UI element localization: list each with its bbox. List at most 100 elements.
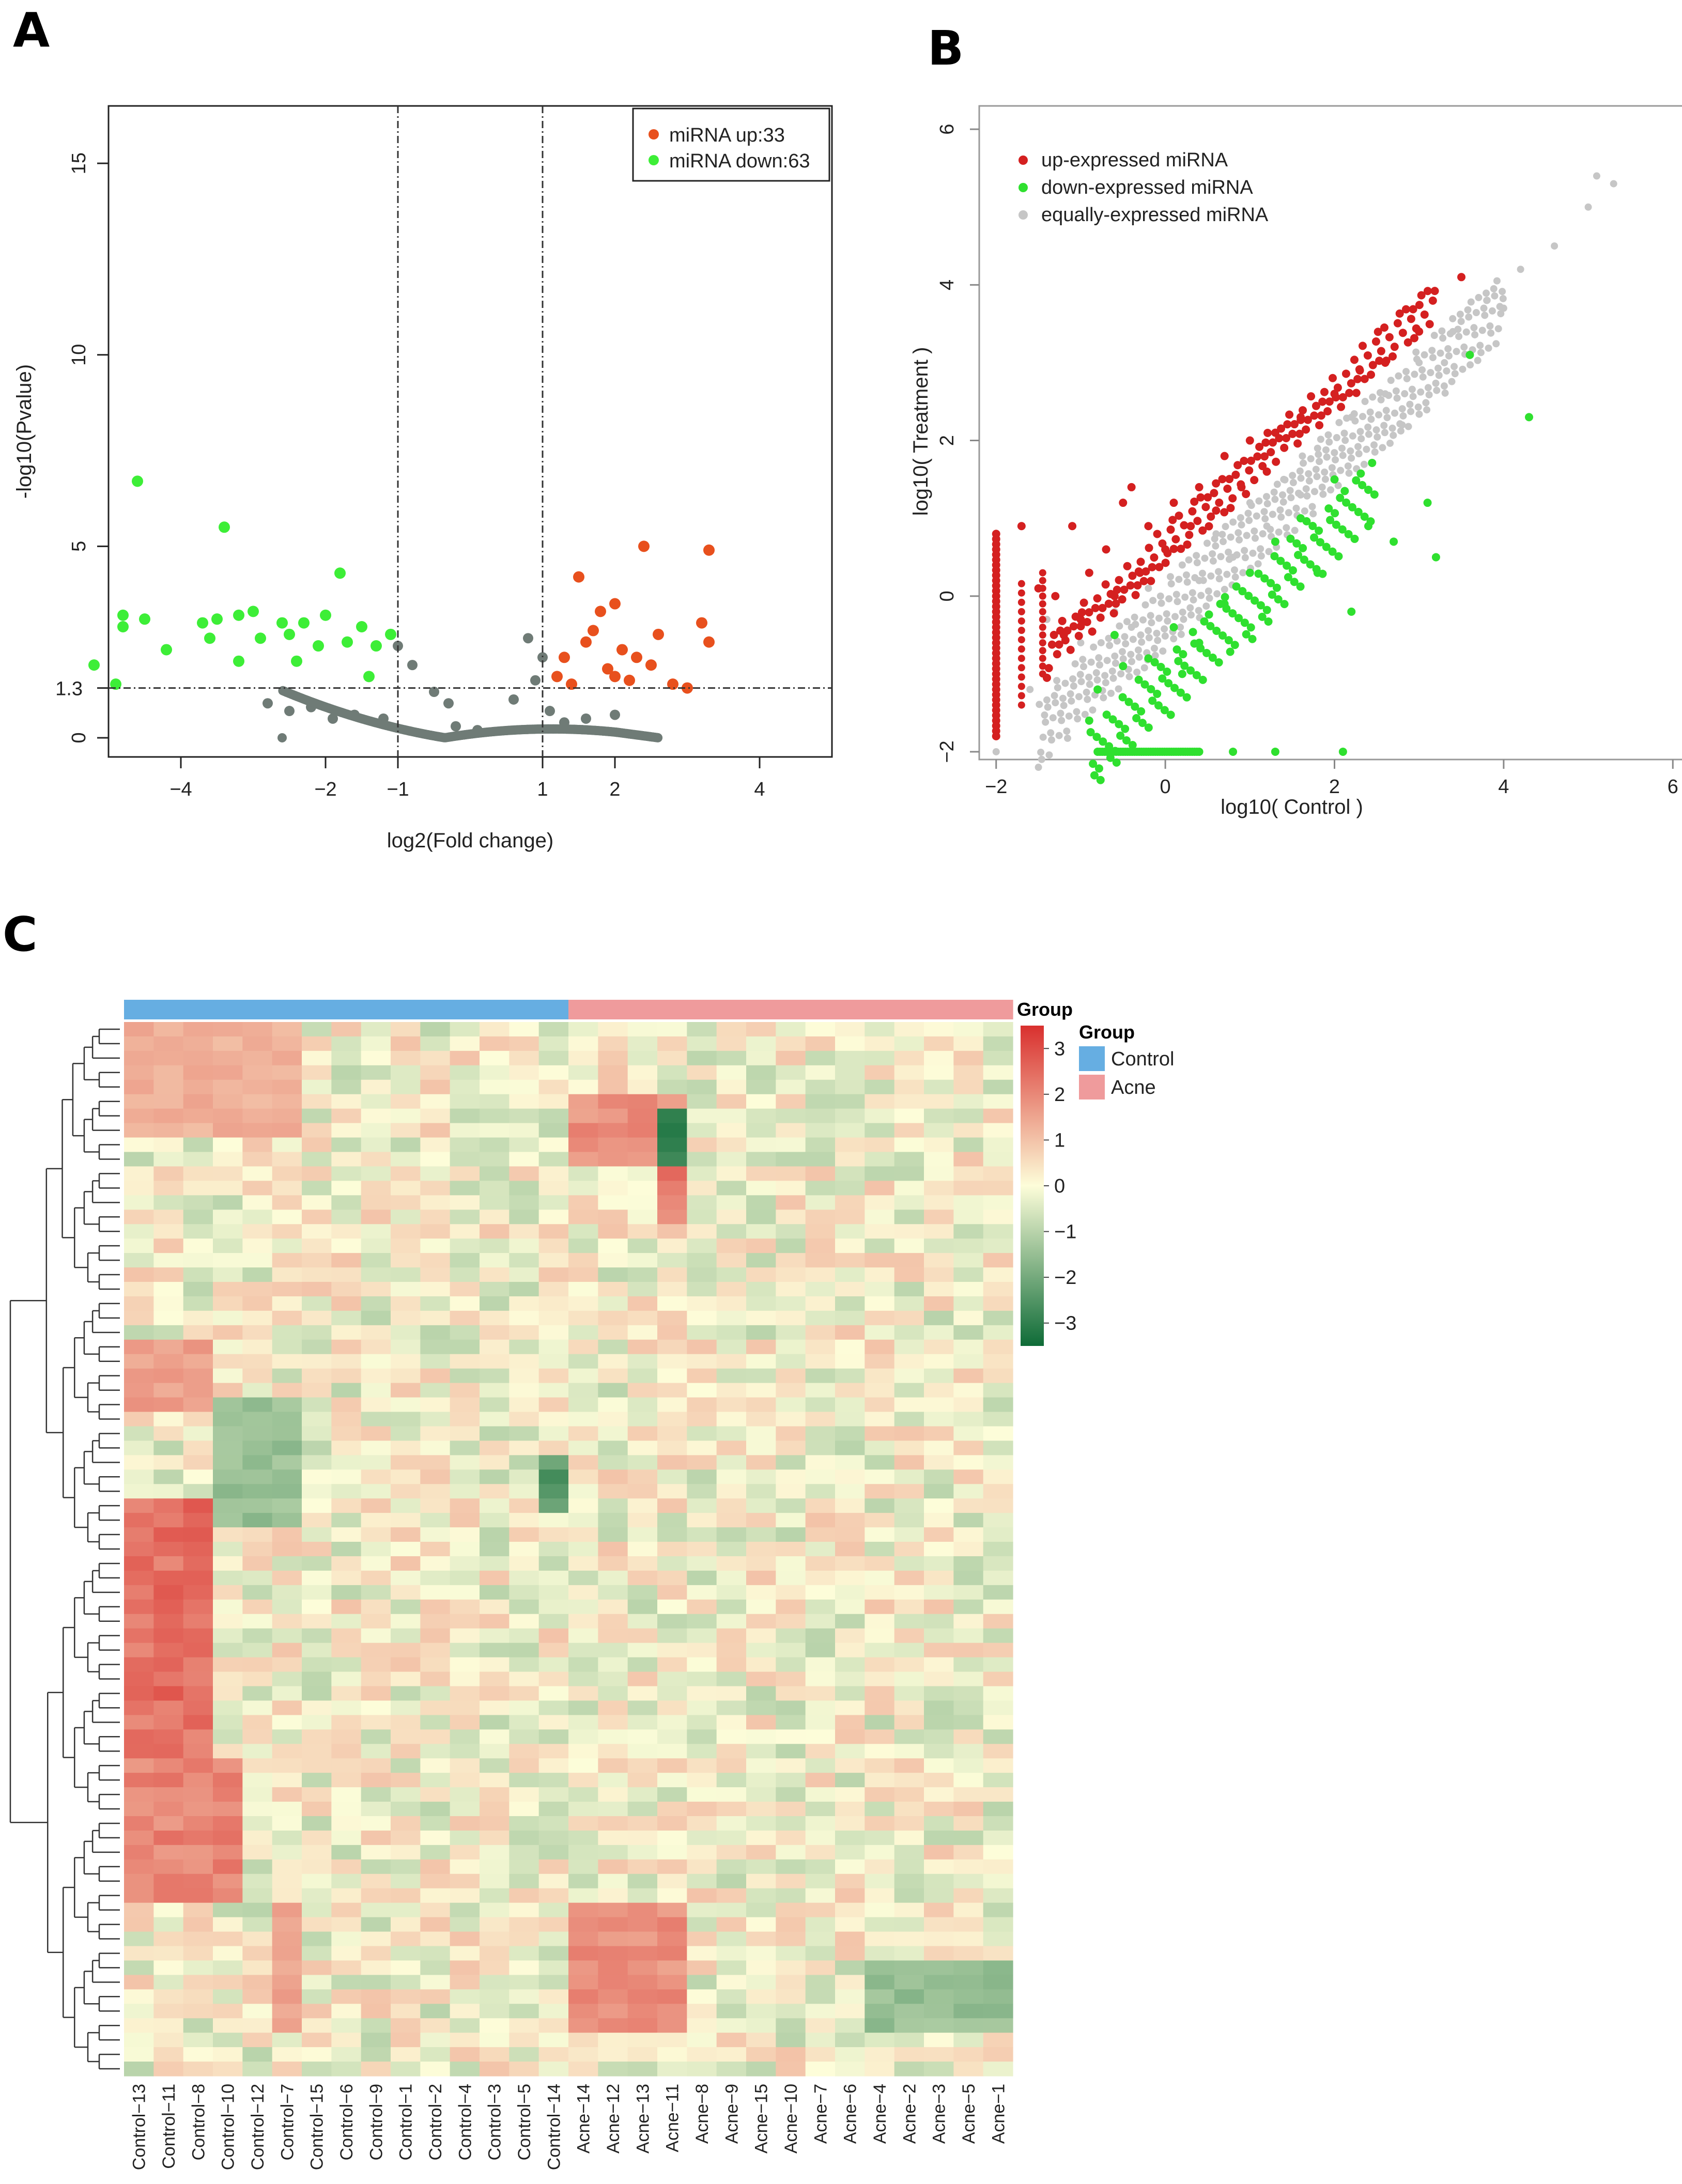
heatmap-cell [391,1513,421,1528]
heatmap-cell [153,1960,184,1975]
heatmap-cell [480,1108,510,1124]
scatter-point-equal [1241,554,1249,562]
volcano-point-up [588,625,599,637]
heatmap-cell [213,1888,243,1903]
heatmap-cell [450,1946,480,1961]
heatmap-cell [302,1628,332,1644]
scatter-point-up [1131,591,1140,599]
scatter-point-up [1188,507,1197,516]
heatmap-cell [865,1383,895,1398]
heatmap-cell [302,1368,332,1384]
heatmap-cell [420,1282,451,1297]
heatmap-cell [657,1628,687,1644]
scatter-point-up [1245,436,1254,445]
heatmap-cell [687,1397,717,1413]
heatmap-cell [391,1354,421,1369]
heatmap-cell [865,1368,895,1384]
column-label: Control−3 [485,2084,505,2160]
heatmap-cell [776,1989,806,2004]
heatmap-cell [183,1210,213,1225]
heatmap-cell [153,1224,184,1239]
heatmap-cell [776,1397,806,1413]
heatmap-cell [480,1585,510,1600]
scatter-point-equal [1118,648,1126,656]
heatmap-cell [657,1368,687,1384]
heatmap-cell [983,1614,1013,1629]
heatmap-cell [568,2033,598,2048]
scatter-point-up [1295,429,1304,438]
scatter-point-equal [1235,529,1242,537]
heatmap-cell [776,1383,806,1398]
heatmap-cell [213,1643,243,1658]
heatmap-cell [213,1845,243,1860]
heatmap-cell [420,1570,451,1586]
heatmap-cell [361,1238,391,1253]
heatmap-cell [331,1802,362,1817]
heatmap-cell [272,1339,302,1355]
volcano-point-ns [545,706,555,717]
heatmap-cell [924,1888,954,1903]
scatter-point-down [1288,566,1297,575]
volcano-point-down [313,640,324,652]
scatter-point-down [1272,583,1281,592]
heatmap-cell [124,1729,154,1744]
scatter-point-equal [1365,430,1372,438]
scatter-point-down [1116,731,1125,740]
scatter-point-equal [1427,369,1434,377]
scatter-point-up [1272,457,1280,466]
scatter-point-down [1226,647,1235,656]
heatmap-cell [835,2033,865,2048]
volcano-point-up [609,598,621,610]
heatmap-cell [627,1282,658,1297]
heatmap-cell [242,1440,273,1455]
heatmap-cell [242,1542,273,1557]
heatmap-cell [302,1282,332,1297]
scatter-point-equal [1100,694,1107,702]
heatmap-cell [805,1210,836,1225]
colorbar-tick-label: 2 [1054,1084,1065,1106]
heatmap-cell [480,2062,510,2077]
heatmap-cell [302,1513,332,1528]
heatmap-cell [716,1181,747,1196]
scatter-point-equal [1412,348,1420,356]
heatmap-cell [480,1643,510,1658]
volcano-point-ns [282,687,291,697]
heatmap-cell [894,1628,924,1644]
heatmap-cell [331,1455,362,1470]
heatmap-cell [450,1022,480,1037]
heatmap-cell [242,1556,273,1571]
scatter-point-equal [1424,384,1432,392]
heatmap-cell [835,1166,865,1181]
heatmap-cell [153,1628,184,1644]
heatmap-cell [627,1513,658,1528]
heatmap-cell [568,1181,598,1196]
heatmap-cell [865,1946,895,1961]
scatter-point-up [1183,540,1192,549]
scatter-point-equal [1269,510,1276,518]
scatter-point-down [1344,530,1353,538]
heatmap-cell [627,2062,658,2077]
heatmap-cell [391,1022,421,1037]
heatmap-cell [361,1859,391,1875]
heatmap-cell [865,1455,895,1470]
heatmap-cell [361,1585,391,1600]
scatter-point-equal [1115,685,1122,693]
heatmap-cell [627,1368,658,1384]
heatmap-cell [302,1700,332,1715]
heatmap-cell [183,1729,213,1744]
scatter-point-equal [1371,448,1379,456]
heatmap-cell [805,1960,836,1975]
scatter-point-up [1388,352,1397,361]
heatmap-cell [716,1296,747,1311]
heatmap-cell [242,1845,273,1860]
heatmap-cell [302,1542,332,1557]
heatmap-cell [805,1137,836,1153]
heatmap-cell [687,1744,717,1759]
heatmap-cell [865,1960,895,1975]
heatmap-cell [302,1224,332,1239]
scatter-point-equal [1348,454,1355,462]
heatmap-cell [302,1570,332,1586]
heatmap-cell [835,2004,865,2019]
heatmap-cell [213,1556,243,1571]
heatmap-cell [242,1296,273,1311]
